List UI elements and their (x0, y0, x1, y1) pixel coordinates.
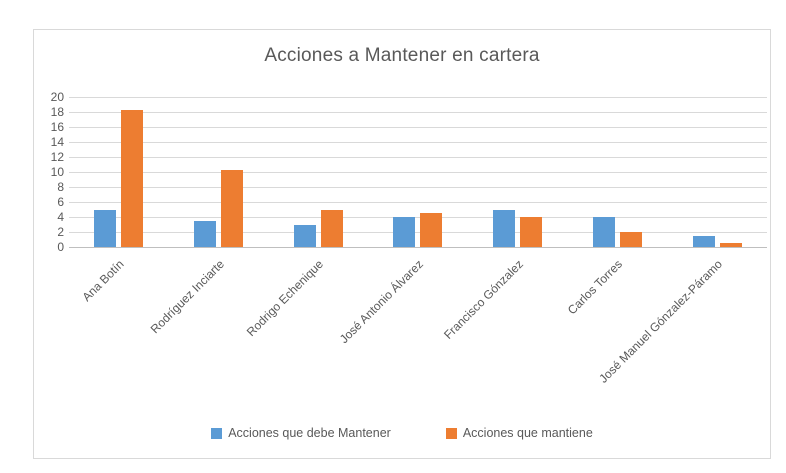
y-tick-label: 10 (50, 165, 64, 179)
gridline (69, 112, 767, 113)
x-axis-line (69, 247, 767, 248)
bar-group (468, 97, 568, 247)
gridline (69, 217, 767, 218)
bar-group (169, 97, 269, 247)
bar-group (69, 97, 169, 247)
y-tick-label: 18 (50, 105, 64, 119)
y-tick-label: 6 (57, 195, 64, 209)
legend-item: Acciones que debe Mantener (211, 426, 391, 440)
x-category-label: Francisco Gónzalez (440, 257, 526, 342)
x-category-label: Carlos Torres (565, 257, 626, 318)
bar (94, 209, 117, 247)
bar (221, 169, 244, 247)
chart-title: Acciones a Mantener en cartera (264, 45, 540, 66)
y-tick-label: 2 (57, 225, 64, 239)
legend: Acciones que debe Mantener Acciones que m… (34, 426, 770, 440)
gridline (69, 157, 767, 158)
bar (293, 224, 316, 247)
bar-group (568, 97, 668, 247)
bar (520, 217, 543, 247)
legend-label: Acciones que debe Mantener (228, 426, 391, 440)
bar (121, 109, 144, 247)
chart-frame: Acciones a Mantener en cartera 0 2 4 6 8 10 12… (33, 29, 771, 459)
bar-group (368, 97, 468, 247)
gridline (69, 187, 767, 188)
gridline (69, 172, 767, 173)
legend-item: Acciones que mantiene (445, 426, 593, 440)
y-tick-label: 20 (50, 90, 64, 104)
x-category-label: Rodríguez Inciarte (147, 257, 227, 337)
y-tick-label: 4 (57, 210, 64, 224)
bar-group (667, 97, 767, 247)
gridline (69, 232, 767, 233)
bar (420, 213, 443, 247)
y-tick-label: 14 (50, 135, 64, 149)
bar-group (268, 97, 368, 247)
legend-swatch-icon (445, 427, 457, 439)
bar (393, 217, 416, 247)
y-tick-label: 0 (57, 240, 64, 254)
x-category-label: Ana Botín (79, 257, 127, 305)
y-tick-label: 16 (50, 120, 64, 134)
legend-label: Acciones que mantiene (462, 426, 593, 440)
bar (592, 217, 615, 247)
bar (320, 209, 343, 247)
x-category-label: Rodrigo Echenique (244, 257, 327, 340)
y-tick-label: 12 (50, 150, 64, 164)
bar (619, 232, 642, 247)
gridline (69, 127, 767, 128)
gridline (69, 142, 767, 143)
x-category-label: José Antonio Álvarez (336, 257, 426, 347)
gridline (69, 97, 767, 98)
y-tick-label: 8 (57, 180, 64, 194)
bar (493, 209, 516, 247)
gridline (69, 202, 767, 203)
bar (719, 243, 742, 247)
plot-area: Ana Botín Rodríguez Inciarte Rodrigo Echen… (69, 97, 767, 386)
bar (692, 235, 715, 247)
bar (194, 220, 217, 247)
legend-swatch-icon (211, 427, 223, 439)
